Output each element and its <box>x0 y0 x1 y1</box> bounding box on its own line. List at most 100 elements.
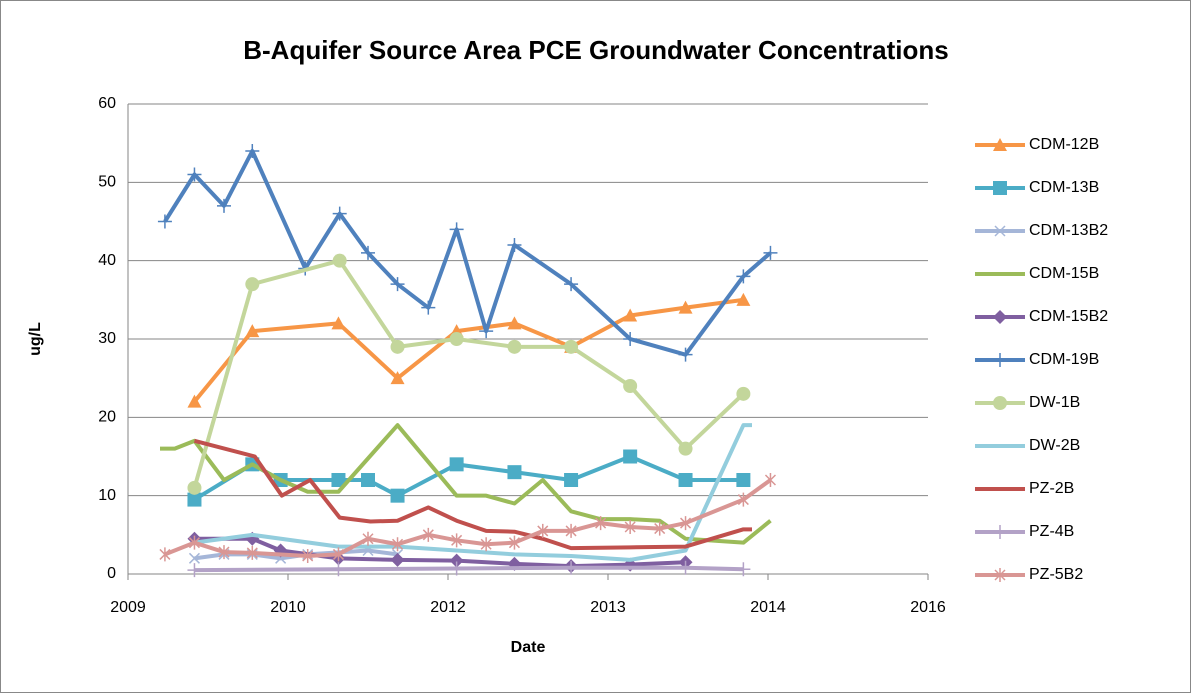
marker <box>623 308 638 322</box>
marker <box>624 520 636 534</box>
marker <box>678 473 693 487</box>
x-tick-label: 2016 <box>910 599 946 616</box>
legend-marker <box>994 225 1006 237</box>
marker <box>537 523 549 538</box>
marker <box>736 292 751 306</box>
marker <box>564 277 579 292</box>
x-tick-label: 2010 <box>270 599 306 616</box>
marker <box>245 277 260 292</box>
legend-marker <box>993 353 1007 367</box>
marker <box>331 316 346 330</box>
marker <box>302 548 314 563</box>
marker <box>331 473 346 487</box>
marker <box>451 533 463 548</box>
legend-label: DW-1B <box>1029 394 1080 411</box>
marker <box>623 449 638 464</box>
marker <box>390 371 405 385</box>
y-tick-label: 40 <box>98 252 116 269</box>
series-line <box>194 423 752 562</box>
marker <box>736 473 751 487</box>
marker <box>361 245 375 260</box>
series-line <box>164 478 772 558</box>
marker <box>623 379 638 393</box>
marker <box>187 167 202 182</box>
marker <box>623 332 638 346</box>
marker <box>390 339 405 354</box>
marker <box>392 537 404 552</box>
marker <box>507 465 522 480</box>
marker <box>421 300 436 315</box>
marker <box>422 527 434 542</box>
series-line <box>194 565 744 573</box>
marker <box>245 324 260 338</box>
x-axis-label: Date <box>511 639 546 656</box>
marker <box>763 245 778 260</box>
marker <box>218 545 230 560</box>
x-tick-label: 2014 <box>750 599 786 616</box>
marker <box>764 473 776 487</box>
series-line <box>160 423 772 545</box>
marker <box>736 562 751 577</box>
marker <box>187 394 202 408</box>
legend-label: CDM-19B <box>1029 351 1099 368</box>
y-tick-label: 60 <box>98 95 116 112</box>
marker <box>678 560 693 575</box>
marker <box>362 531 374 546</box>
marker <box>564 339 579 354</box>
marker <box>680 516 692 531</box>
legend-marker <box>994 568 1006 582</box>
y-tick-label: 30 <box>98 330 116 347</box>
series-line <box>194 536 686 569</box>
marker <box>332 547 344 562</box>
marker <box>331 562 346 577</box>
y-tick-label: 20 <box>98 409 116 426</box>
legend-label: PZ-4B <box>1029 523 1074 540</box>
legend-label: CDM-15B2 <box>1029 308 1108 325</box>
legend-marker <box>993 396 1007 410</box>
marker <box>736 269 751 284</box>
legend-label: DW-2B <box>1029 437 1080 454</box>
marker <box>245 144 260 158</box>
marker <box>332 253 347 268</box>
marker <box>187 563 202 578</box>
marker <box>361 473 375 487</box>
marker <box>449 553 464 568</box>
marker <box>507 238 522 252</box>
series-line <box>192 258 745 489</box>
marker <box>678 347 693 362</box>
legend-label: CDM-12B <box>1029 136 1099 153</box>
marker <box>564 473 579 487</box>
marker <box>595 516 607 531</box>
legend-marker <box>993 138 1007 151</box>
legend-label: CDM-13B2 <box>1029 222 1108 239</box>
marker <box>390 277 405 292</box>
x-tick-label: 2013 <box>590 599 626 616</box>
marker <box>449 222 464 237</box>
legend-label: PZ-2B <box>1029 480 1074 497</box>
marker <box>159 547 171 562</box>
marker <box>187 492 202 507</box>
y-axis-label: ug/L <box>27 322 44 356</box>
legend-marker <box>993 525 1007 539</box>
x-tick-label: 2012 <box>430 599 466 616</box>
marker <box>480 537 492 552</box>
marker <box>157 214 172 229</box>
marker <box>564 560 579 575</box>
marker <box>479 324 494 339</box>
marker <box>654 521 666 536</box>
marker <box>246 545 258 560</box>
marker <box>736 386 751 401</box>
legend-label: PZ-5B2 <box>1029 566 1083 583</box>
marker <box>678 300 693 314</box>
series-line <box>193 438 752 551</box>
marker <box>565 523 577 538</box>
marker <box>449 561 464 576</box>
marker <box>737 492 749 507</box>
chart-title: B-Aquifer Source Area PCE Groundwater Co… <box>243 35 948 65</box>
marker <box>507 316 522 330</box>
y-tick-label: 10 <box>98 487 116 504</box>
legend-marker <box>993 310 1007 324</box>
marker <box>390 552 405 567</box>
marker <box>678 441 693 456</box>
